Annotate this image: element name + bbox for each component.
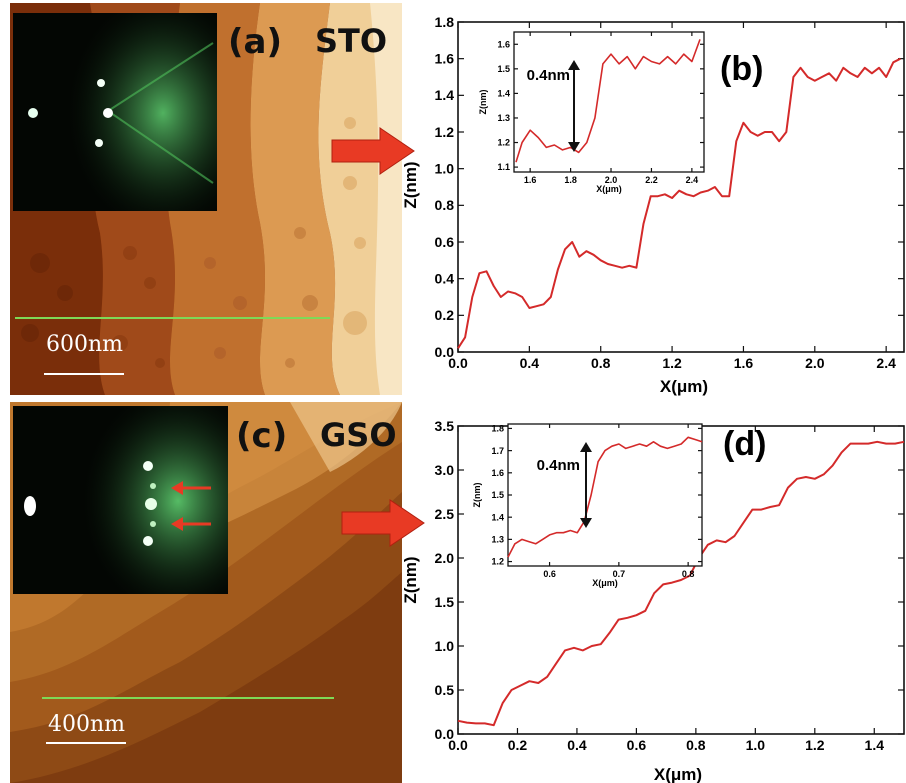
- y-tick-label: 1.3: [497, 113, 510, 123]
- y-axis-label: Z(nm): [472, 483, 482, 508]
- y-tick-label: 1.6: [435, 51, 455, 67]
- profile-line-gso: [42, 697, 334, 699]
- scalebar-sto: [44, 363, 124, 375]
- y-tick-label: 1.8: [435, 14, 455, 30]
- y-tick-label: 0.0: [435, 726, 455, 742]
- arrow-head-icon: [568, 142, 580, 152]
- x-tick-label: 0.0: [448, 355, 468, 371]
- x-tick-label: 1.6: [524, 175, 537, 185]
- y-tick-label: 2.0: [435, 550, 455, 566]
- y-tick-label: 0.2: [435, 307, 455, 323]
- y-tick-label: 3.0: [435, 462, 455, 478]
- y-tick-label: 1.5: [497, 64, 510, 74]
- profile-line-sto: [15, 317, 330, 319]
- scalebar-gso: [46, 732, 126, 744]
- x-axis-label: X(μm): [596, 184, 622, 194]
- series-line: [457, 440, 905, 727]
- x-axis-label: X(μm): [660, 377, 708, 396]
- y-tick-label: 1.4: [435, 87, 455, 103]
- height-profile-chart-sto: 0.0 0.4 0.8 1.2 1.6 2.0 2.4 0.0 0.2 0.4 0.6 0.8 1.0 1…: [401, 14, 905, 396]
- y-tick-label: 0.6: [435, 234, 455, 250]
- arrow-head-icon: [580, 442, 592, 452]
- rheed-pattern-sto: [28, 3, 258, 233]
- y-tick-label: 0.4: [435, 271, 455, 287]
- y-tick-label: 1.4: [497, 89, 510, 99]
- step-height-annotation: 0.4nm: [537, 457, 580, 474]
- y-tick-label: 2.5: [435, 506, 455, 522]
- y-tick-label: 1.7: [491, 446, 504, 456]
- x-axis-label: X(μm): [654, 765, 702, 783]
- y-tick-label: 0.8: [435, 197, 455, 213]
- x-tick-label: 2.2: [645, 175, 658, 185]
- plot-frame: [513, 31, 705, 173]
- y-tick-label: 1.2: [497, 138, 510, 148]
- series-line: [507, 436, 703, 558]
- x-tick-label: 0.8: [686, 737, 706, 753]
- x-tick-label: 1.2: [662, 355, 682, 371]
- y-axis-label: Z(nm): [478, 90, 488, 115]
- rheed-inset-gso: [13, 402, 273, 616]
- x-tick-label: 0.4: [520, 355, 540, 371]
- x-tick-label: 2.4: [876, 355, 896, 371]
- y-axis-label: Z(nm): [401, 161, 420, 208]
- arrow-right-icon: [341, 499, 425, 547]
- x-tick-label: 0.6: [543, 569, 556, 579]
- y-axis-label: Z(nm): [401, 556, 420, 603]
- y-tick-label: 0.0: [435, 344, 455, 360]
- x-tick-label: 1.0: [746, 737, 766, 753]
- x-tick-label: 0.2: [508, 737, 528, 753]
- panel-label-c: (c): [236, 416, 288, 456]
- x-tick-label: 1.8: [564, 175, 577, 185]
- x-tick-label: 2.0: [605, 175, 618, 185]
- x-tick-label: 0.6: [627, 737, 647, 753]
- x-tick-label: 1.2: [805, 737, 825, 753]
- y-tick-label: 1.1: [497, 162, 510, 172]
- arrow-head-icon: [568, 60, 580, 70]
- y-tick-label: 0.5: [435, 682, 455, 698]
- x-tick-label: 0.0: [448, 737, 468, 753]
- series-line: [457, 57, 901, 349]
- y-tick-label: 1.3: [491, 535, 504, 545]
- y-tick-label: 1.6: [491, 468, 504, 478]
- material-label-sto: STO: [315, 22, 388, 60]
- plot-frame: [507, 423, 703, 567]
- scalebar-label-sto: 600nm: [46, 332, 124, 357]
- y-tick-label: 1.5: [435, 594, 455, 610]
- y-tick-label: 1.6: [497, 39, 510, 49]
- scalebar-label-gso: 400nm: [48, 712, 126, 737]
- arrow-right-icon: [331, 127, 415, 175]
- y-tick-label: 1.4: [491, 512, 504, 522]
- panel-label-b: (b): [720, 50, 763, 88]
- x-tick-label: 0.7: [613, 569, 626, 579]
- rheed-pattern-gso: [24, 402, 273, 616]
- x-tick-label: 1.4: [865, 737, 885, 753]
- x-tick-label: 0.4: [567, 737, 587, 753]
- x-tick-label: 0.8: [591, 355, 611, 371]
- material-label-gso: GSO: [320, 416, 397, 454]
- x-tick-label: 1.6: [734, 355, 754, 371]
- y-tick-label: 1.2: [435, 124, 455, 140]
- series-line: [515, 39, 701, 163]
- y-tick-label: 3.5: [435, 418, 455, 434]
- y-tick-label: 1.8: [491, 424, 504, 434]
- y-tick-label: 1.0: [435, 161, 455, 177]
- step-height-annotation: 0.4nm: [527, 67, 570, 84]
- x-tick-label: 0.8: [682, 569, 695, 579]
- height-profile-chart-gso: 0.0 0.2 0.4 0.6 0.8 1.0 1.2 1.4 0.0 0.5 1.0 1.5 2.0 2…: [401, 418, 905, 783]
- panel-label-a: (a): [228, 22, 283, 62]
- arrow-icon: [171, 517, 211, 531]
- x-axis-label: X(μm): [592, 578, 618, 588]
- y-tick-label: 1.2: [491, 557, 504, 567]
- arrow-icon: [171, 481, 211, 495]
- x-tick-label: 2.4: [686, 175, 699, 185]
- y-tick-label: 1.0: [435, 638, 455, 654]
- rheed-inset-sto: [13, 3, 258, 233]
- afm-image-sto: 600nm: [10, 3, 402, 395]
- afm-image-gso: 400nm: [10, 402, 402, 783]
- x-tick-label: 2.0: [805, 355, 825, 371]
- y-tick-label: 1.5: [491, 490, 504, 500]
- arrow-head-icon: [580, 518, 592, 528]
- panel-label-d: (d): [723, 425, 766, 463]
